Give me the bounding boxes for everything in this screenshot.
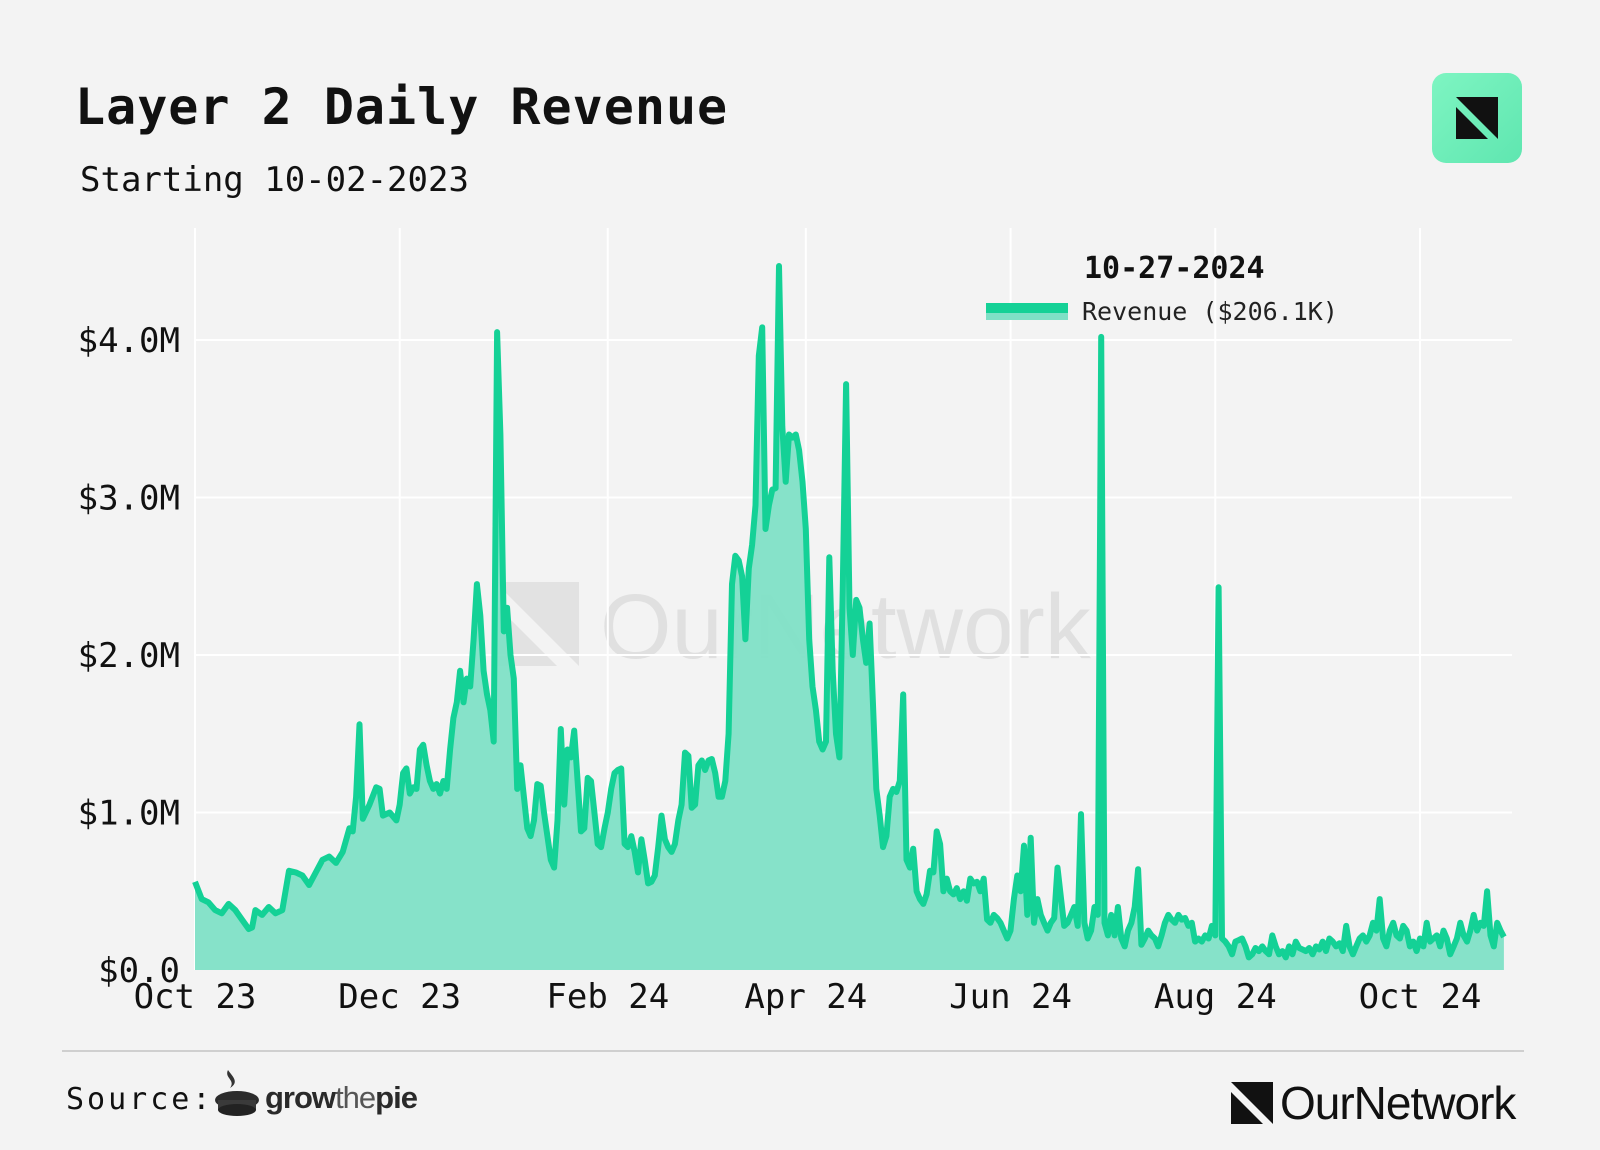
chart-title: Layer 2 Daily Revenue (75, 78, 729, 136)
legend-swatch (986, 303, 1068, 313)
growthepie-wordmark: growthepie (265, 1080, 418, 1116)
x-tick-label: Apr 24 (744, 977, 867, 1017)
legend: 10-27-2024 Revenue ($206.1K) (986, 251, 1338, 326)
x-tick-label: Oct 24 (1359, 977, 1482, 1017)
ournetwork-badge-icon (1432, 73, 1522, 163)
x-tick-label: Feb 24 (546, 977, 669, 1017)
pie-pie: pie (375, 1080, 418, 1115)
x-tick-label: Oct 23 (134, 977, 257, 1017)
growthepie-logo-icon (214, 1068, 260, 1124)
legend-label: Revenue ($206.1K) (1082, 297, 1338, 326)
legend-swatch-fill (986, 313, 1068, 320)
x-tick-label: Jun 24 (949, 977, 1072, 1017)
ournetwork-wordmark: OurNetwork (1280, 1077, 1516, 1129)
ournetwork-logo-icon (1231, 1082, 1273, 1128)
x-tick-label: Dec 23 (338, 977, 461, 1017)
pie-the: the (335, 1080, 376, 1115)
x-tick-label: Aug 24 (1154, 977, 1277, 1017)
y-tick-label: $3.0M (78, 479, 180, 519)
revenue-line (192, 263, 1507, 961)
chart-subtitle: Starting 10-02-2023 (80, 160, 469, 200)
y-tick-label: $0.0 (98, 951, 180, 991)
source-label: Source: (66, 1082, 214, 1117)
pie-grow: grow (265, 1080, 336, 1115)
legend-date: 10-27-2024 (1084, 251, 1265, 286)
revenue-area (192, 263, 1507, 970)
y-tick-label: $2.0M (78, 636, 180, 676)
y-tick-label: $4.0M (78, 321, 180, 361)
y-axis-ticks: $0.0 $1.0M $2.0M $3.0M $4.0M (78, 321, 180, 991)
revenue-chart: $0.0 $1.0M $2.0M $3.0M $4.0M Oct 23 Dec 23 Feb… (78, 228, 1512, 1017)
x-axis-ticks: Oct 23 Dec 23 Feb 24 Apr 24 Jun 24 Aug 24 Oct … (134, 977, 1482, 1017)
footer-divider (62, 1050, 1524, 1052)
y-tick-label: $1.0M (78, 794, 180, 834)
